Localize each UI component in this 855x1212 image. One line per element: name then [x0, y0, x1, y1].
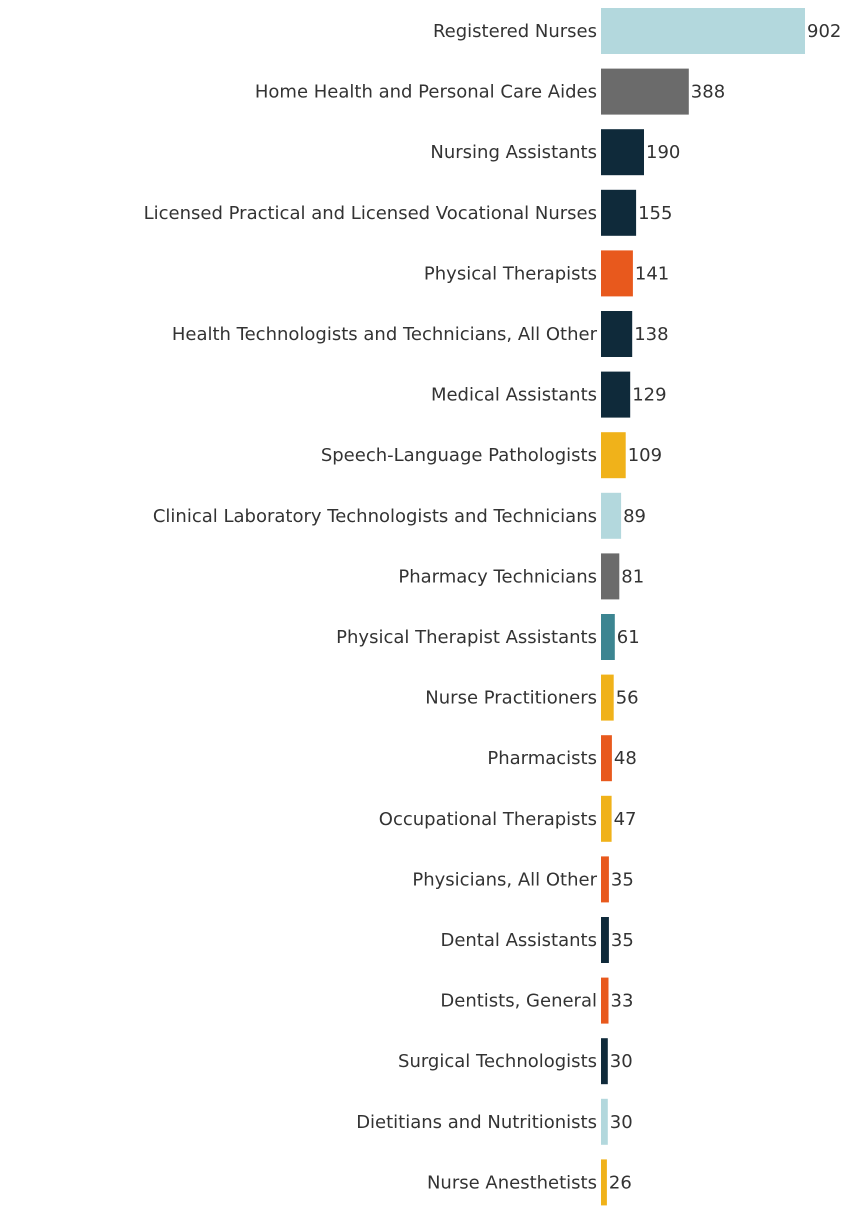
value-label: 47	[614, 809, 637, 830]
bar	[601, 8, 805, 54]
category-label: Dental Assistants	[440, 930, 597, 951]
bar	[601, 977, 609, 1024]
category-label: Nurse Anesthetists	[427, 1172, 597, 1193]
bar	[601, 735, 612, 782]
category-label: Licensed Practical and Licensed Vocation…	[144, 203, 597, 224]
category-label: Physicians, All Other	[412, 869, 597, 890]
category-label: Nursing Assistants	[430, 142, 597, 163]
bar	[601, 1098, 608, 1145]
value-labels-layer: 902 388 190 155 141 138 129 109 89 81 61 56 48 47 35 35…	[609, 21, 841, 1193]
bar	[601, 614, 615, 660]
bars-layer	[601, 8, 805, 1206]
bar	[601, 674, 614, 721]
value-label: 35	[611, 869, 634, 890]
bar	[601, 371, 631, 418]
bar	[601, 311, 633, 357]
category-label: Physical Therapist Assistants	[336, 627, 597, 648]
value-label: 56	[616, 688, 639, 709]
value-label: 902	[807, 21, 841, 42]
bar	[601, 492, 622, 539]
category-label: Nurse Practitioners	[425, 688, 597, 709]
bar	[601, 795, 612, 842]
category-label: Registered Nurses	[433, 21, 597, 42]
value-label: 388	[691, 82, 725, 103]
value-label: 155	[638, 203, 672, 224]
value-label: 30	[610, 1112, 633, 1133]
value-label: 129	[632, 385, 666, 406]
bar	[601, 1159, 607, 1206]
category-label: Home Health and Personal Care Aides	[255, 82, 597, 103]
bar	[601, 129, 644, 176]
bar	[601, 1038, 608, 1085]
value-label: 81	[621, 566, 644, 587]
value-label: 35	[611, 930, 634, 951]
category-label: Pharmacists	[487, 748, 597, 769]
category-label: Dentists, General	[440, 991, 597, 1012]
value-label: 33	[611, 991, 634, 1012]
value-label: 141	[635, 263, 669, 284]
bar	[601, 856, 609, 903]
value-label: 26	[609, 1172, 632, 1193]
category-label: Medical Assistants	[431, 385, 597, 406]
bar	[601, 553, 620, 600]
category-label: Clinical Laboratory Technologists and Te…	[153, 506, 597, 527]
value-label: 190	[646, 142, 680, 163]
category-label: Occupational Therapists	[379, 809, 597, 830]
category-label: Dietitians and Nutritionists	[356, 1112, 597, 1133]
value-label: 89	[623, 506, 646, 527]
category-label: Health Technologists and Technicians, Al…	[172, 324, 598, 345]
category-label: Pharmacy Technicians	[398, 566, 597, 587]
category-label: Surgical Technologists	[398, 1051, 597, 1072]
bar	[601, 432, 626, 479]
value-label: 30	[610, 1051, 633, 1072]
category-label: Speech-Language Pathologists	[321, 445, 597, 466]
value-label: 138	[634, 324, 668, 345]
category-labels-layer: Registered Nurses Home Health and Persona…	[144, 21, 598, 1193]
bar	[601, 917, 609, 963]
value-label: 48	[614, 748, 637, 769]
value-label: 61	[617, 627, 640, 648]
value-label: 109	[628, 445, 662, 466]
bar	[601, 68, 689, 115]
bar	[601, 250, 633, 297]
bar	[601, 189, 637, 236]
category-label: Physical Therapists	[424, 263, 597, 284]
